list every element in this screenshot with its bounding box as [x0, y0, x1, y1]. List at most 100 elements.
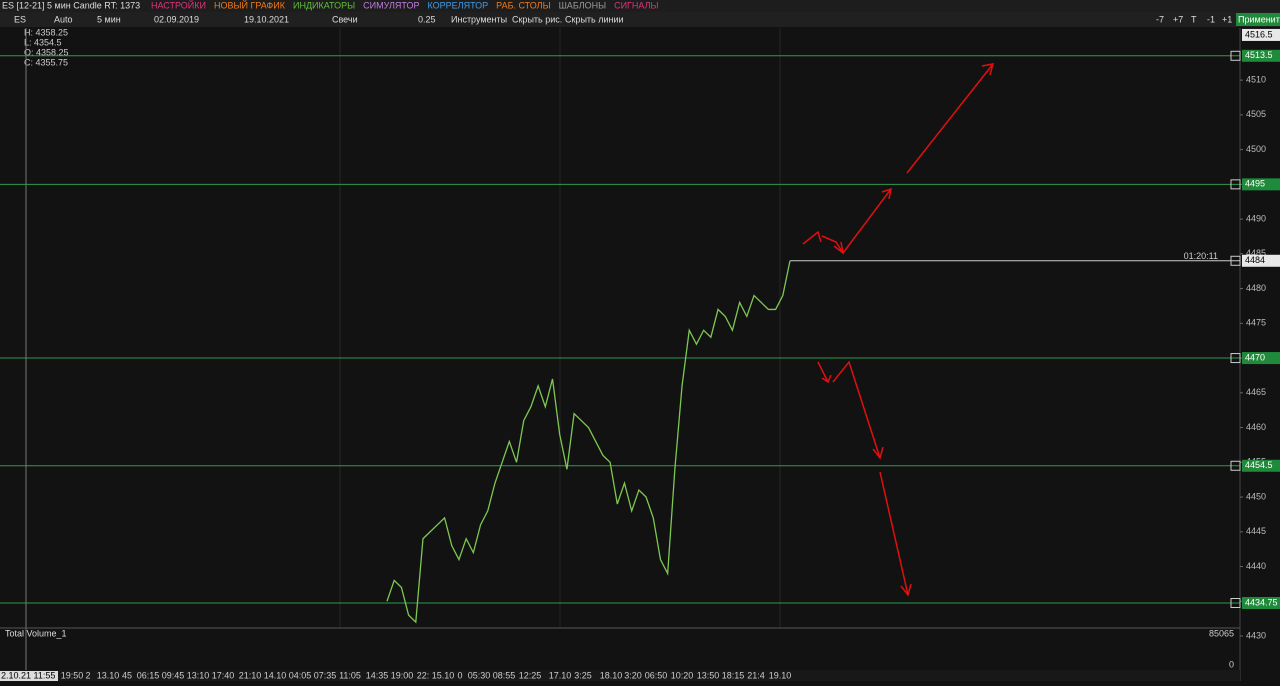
level-label-bg: [1242, 459, 1280, 472]
shift-button[interactable]: +1: [1222, 14, 1232, 24]
x-tick-label: 15.10: [432, 670, 455, 680]
menu-bar: [0, 0, 1280, 12]
x-start-label: 2.10.21 11:55: [1, 670, 55, 680]
level-box: [1230, 179, 1241, 190]
price-line: [386, 260, 791, 624]
y-tick-label: 4445: [1246, 526, 1266, 536]
x-tick-label: 11:05: [339, 670, 361, 680]
control-field[interactable]: Свечи: [332, 14, 358, 24]
shift-button[interactable]: -7: [1156, 14, 1164, 24]
shift-button[interactable]: -1: [1207, 14, 1215, 24]
chart-title: ES [12-21] 5 мин Candle RT: 1373: [2, 0, 140, 10]
control-field[interactable]: 5 мин: [97, 14, 121, 24]
x-tick-label: 10:20: [671, 670, 694, 680]
menu-item[interactable]: НОВЫЙ ГРАФИК: [214, 0, 286, 10]
volume-tick: 0: [1229, 659, 1234, 669]
x-tick-label: 06:50: [645, 670, 668, 680]
volume-title: Total Volume_1: [5, 628, 67, 638]
ohlc-value: O: 4358.25: [24, 47, 69, 57]
y-tick-label: 4430: [1246, 630, 1266, 640]
ohlc-value: L: 4354.5: [24, 37, 62, 47]
control-button[interactable]: Скрыть рис.: [512, 14, 562, 24]
high-label-bg: [1242, 28, 1280, 41]
x-tick-label: 13:10: [187, 670, 210, 680]
x-tick-label: 0: [457, 670, 462, 680]
control-field[interactable]: 19.10.2021: [244, 14, 289, 24]
level-label: 4454.5: [1245, 460, 1273, 470]
arrow: [879, 471, 912, 597]
control-field[interactable]: Auto: [54, 14, 73, 24]
x-tick-label: 22:: [417, 670, 430, 680]
menu-item[interactable]: СИГНАЛЫ: [614, 0, 658, 10]
x-tick-label: 45: [122, 670, 132, 680]
timer: 01:20:11: [1184, 251, 1218, 261]
menu-item[interactable]: СИМУЛЯТОР: [363, 0, 419, 10]
ohlc-value: C: 4355.75: [24, 57, 68, 67]
y-tick-label: 4465: [1246, 387, 1266, 397]
apply-button[interactable]: Применить: [1238, 14, 1280, 24]
x-tick-label: 21:10: [239, 670, 262, 680]
x-tick-label: 06:15: [137, 670, 160, 680]
x-tick-label: 14:35: [366, 670, 389, 680]
x-tick-label: 19:50: [61, 670, 84, 680]
menu-item[interactable]: ШАБЛОНЫ: [559, 0, 607, 10]
x-tick-label: 05:30: [468, 670, 491, 680]
control-bar: [0, 12, 1280, 27]
high-label: 4516.5: [1245, 29, 1273, 39]
y-tick-label: 4480: [1246, 283, 1266, 293]
x-tick-label: 21:4: [747, 670, 765, 680]
control-button[interactable]: Инструменты: [451, 14, 507, 24]
control-field[interactable]: ES: [14, 14, 26, 24]
x-tick-label: 19.10: [769, 670, 792, 680]
y-tick-label: 4450: [1246, 491, 1266, 501]
y-tick-label: 4500: [1246, 144, 1266, 154]
menu-item[interactable]: ИНДИКАТОРЫ: [293, 0, 355, 10]
x-tick-label: 13.10: [97, 670, 120, 680]
x-tick-label: 18:15: [722, 670, 745, 680]
menu-item[interactable]: РАБ. СТОЛЫ: [496, 0, 550, 10]
x-tick-label: 09:45: [162, 670, 185, 680]
x-tick-label: 04:05: [289, 670, 312, 680]
arrow: [842, 187, 892, 254]
x-tick-label: 13:50: [697, 670, 720, 680]
level-label-bg: [1242, 49, 1280, 62]
menu-item[interactable]: НАСТРОЙКИ: [151, 0, 206, 10]
shift-button[interactable]: +7: [1173, 14, 1183, 24]
current-box: [1230, 255, 1241, 266]
y-tick-label: 4505: [1246, 109, 1266, 119]
x-tick-label: 07:35: [314, 670, 337, 680]
y-tick-label: 4485: [1246, 248, 1266, 258]
level-box: [1230, 50, 1241, 61]
current-label-bg: [1242, 254, 1280, 267]
level-label-bg: [1242, 352, 1280, 365]
arrow: [817, 360, 884, 460]
current-label: 4484: [1245, 255, 1265, 265]
y-tick-label: 4490: [1246, 213, 1266, 223]
volume-tick: 85065: [1209, 628, 1234, 638]
x-tick-label: 3:25: [574, 670, 592, 680]
drawn-arrows: [802, 63, 995, 597]
x-tick-label: 17.10: [549, 670, 572, 680]
menu-item[interactable]: КОРРЕЛЯТОР: [428, 0, 489, 10]
arrow: [906, 63, 995, 174]
y-tick-label: 4510: [1246, 74, 1266, 84]
level-label: 4495: [1245, 179, 1265, 189]
ohlc-value: H: 4358.25: [24, 27, 68, 37]
shift-button[interactable]: T: [1191, 14, 1197, 24]
level-label: 4470: [1245, 352, 1265, 362]
level-box: [1230, 353, 1241, 364]
control-button[interactable]: Скрыть линии: [565, 14, 624, 24]
level-box: [1230, 460, 1241, 471]
level-label-bg: [1242, 178, 1280, 191]
x-tick-label: 12:25: [519, 670, 542, 680]
x-tick-label: 08:55: [493, 670, 516, 680]
level-label: 4434.75: [1245, 597, 1278, 607]
x-tick-label: 2: [85, 670, 90, 680]
y-tick-label: 4460: [1246, 422, 1266, 432]
control-field[interactable]: 0.25: [418, 14, 436, 24]
time-axis-bg: [0, 670, 1240, 681]
control-field[interactable]: 02.09.2019: [154, 14, 199, 24]
x-tick-label: 17:40: [212, 670, 235, 680]
